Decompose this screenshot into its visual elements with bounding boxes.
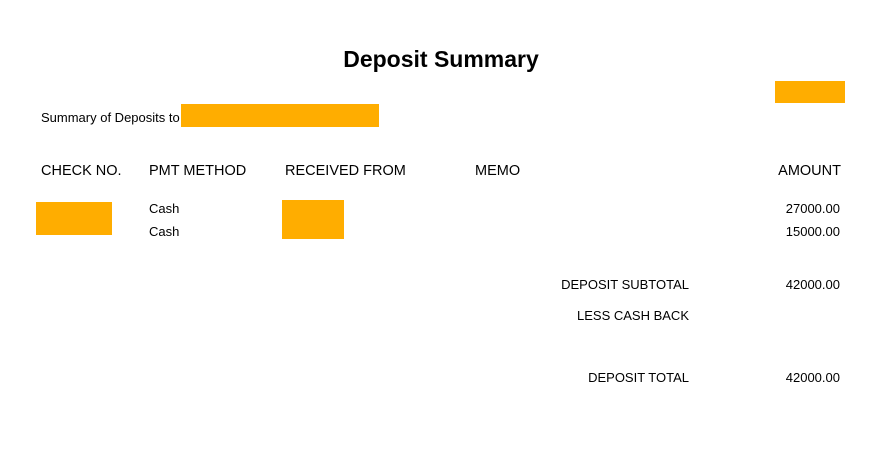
redaction-block-check-numbers bbox=[36, 202, 112, 235]
document-title: Deposit Summary bbox=[343, 46, 539, 72]
deposit-subtotal-value: 42000.00 bbox=[785, 277, 840, 292]
deposit-subtotal-label: DEPOSIT SUBTOTAL bbox=[561, 277, 689, 292]
column-header-received-from: RECEIVED FROM bbox=[285, 163, 406, 179]
redaction-block-date bbox=[775, 81, 845, 103]
row-2-amount: 15000.00 bbox=[785, 224, 840, 239]
row-1-amount: 27000.00 bbox=[785, 201, 840, 216]
redaction-block-received-from bbox=[282, 200, 344, 239]
redaction-block-account bbox=[181, 104, 379, 127]
column-header-pmt-method: PMT METHOD bbox=[149, 163, 247, 179]
row-2-pmt-method: Cash bbox=[149, 224, 180, 239]
row-1-pmt-method: Cash bbox=[149, 201, 180, 216]
deposit-total-value: 42000.00 bbox=[785, 370, 840, 385]
summary-label: Summary of Deposits to bbox=[41, 110, 180, 125]
column-header-memo: MEMO bbox=[475, 163, 521, 179]
column-header-check-no: CHECK NO. bbox=[41, 163, 122, 179]
less-cash-back-label: LESS CASH BACK bbox=[577, 308, 689, 323]
column-header-amount: AMOUNT bbox=[778, 163, 841, 179]
deposit-total-label: DEPOSIT TOTAL bbox=[588, 370, 689, 385]
